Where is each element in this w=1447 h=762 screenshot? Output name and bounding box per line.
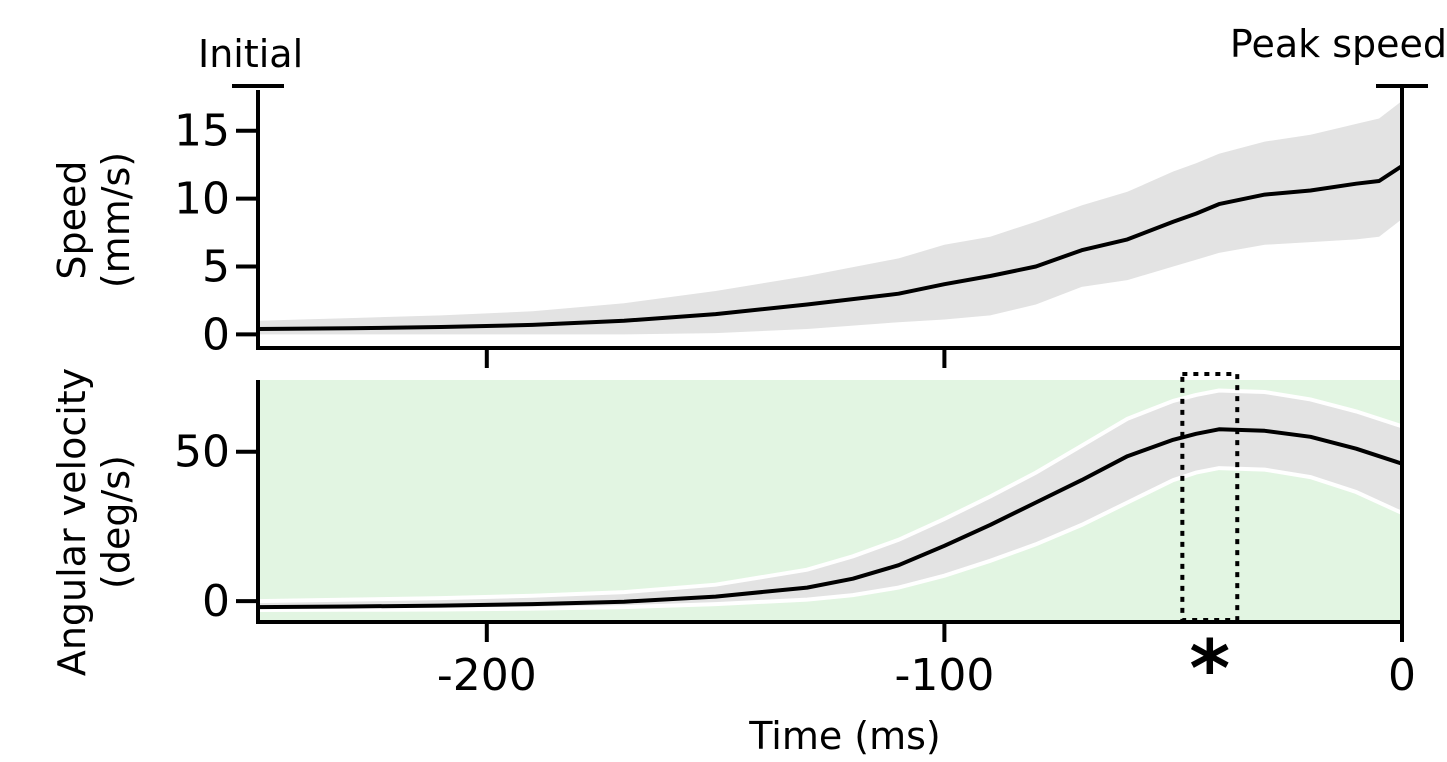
speed-y-axis-label-line1: Speed bbox=[50, 160, 94, 279]
angular-velocity-error-band bbox=[258, 390, 1402, 610]
angular-velocity-axes bbox=[256, 348, 1404, 624]
angular-velocity-y-tick-label: 0 bbox=[202, 576, 230, 627]
time-x-tick-label: -100 bbox=[894, 650, 994, 701]
angular-velocity-mean-line bbox=[257, 427, 1403, 610]
time-x-axis-label: Time (ms) bbox=[748, 714, 941, 758]
speed-y-tick-label: 15 bbox=[174, 106, 230, 157]
speed-y-axis-label-line2: (mm/s) bbox=[94, 152, 138, 288]
peak-speed-marker-label: Peak speed bbox=[1230, 22, 1447, 66]
time-x-tick-label: -200 bbox=[437, 650, 537, 701]
significance-asterisk: * bbox=[1189, 625, 1230, 715]
speed-y-tick-label: 10 bbox=[174, 174, 230, 225]
angular-velocity-band-upper-edge bbox=[257, 388, 1403, 604]
angular-velocity-band-lower-edge bbox=[257, 466, 1403, 612]
speed-y-tick-label: 0 bbox=[202, 309, 230, 360]
time-x-tick-label: 0 bbox=[1388, 650, 1416, 701]
peak-window-box bbox=[1180, 372, 1240, 622]
speed-mean-line bbox=[257, 164, 1404, 331]
speed-y-ticks: 0 5 10 15 bbox=[174, 106, 258, 360]
speed-y-axis-label: Speed(mm/s) bbox=[50, 152, 138, 288]
angular-velocity-panel: 0 50 -200 -100 0 * Time (ms) Angular veloci… bbox=[50, 348, 1416, 758]
angular-velocity-y-axis-label: Angular velocity(deg/s) bbox=[50, 368, 138, 676]
time-x-ticks: -200 -100 0 bbox=[437, 622, 1416, 701]
angular-velocity-y-axis-label-line2: (deg/s) bbox=[94, 455, 138, 589]
speed-panel: 0 5 10 15 Initial Peak speed Speed(mm/s) bbox=[50, 22, 1447, 368]
angular-velocity-y-axis-label-line1: Angular velocity bbox=[50, 368, 94, 676]
angular-velocity-y-tick-label: 50 bbox=[174, 427, 230, 478]
angular-velocity-y-ticks: 0 50 bbox=[174, 427, 258, 627]
speed-error-band bbox=[258, 100, 1402, 335]
initial-marker-label: Initial bbox=[198, 32, 303, 76]
speed-y-tick-label: 5 bbox=[202, 242, 230, 293]
speed-axes bbox=[232, 84, 1428, 368]
